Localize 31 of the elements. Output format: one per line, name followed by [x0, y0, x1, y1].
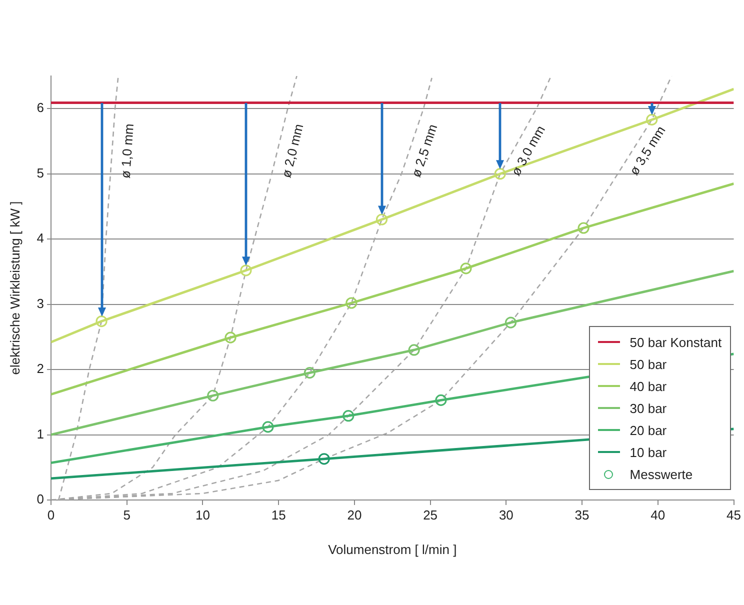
y-tick-label: 5	[36, 165, 44, 180]
y-axis-title: elektrische Wirkleistung [ kW ]	[7, 201, 22, 375]
y-tick-label: 1	[36, 426, 44, 442]
x-axis-title: Volumenstrom [ l/min ]	[328, 542, 457, 557]
legend-label: 50 bar	[630, 356, 667, 372]
y-tick-label: 3	[36, 296, 44, 311]
text: ø 2,5 mm	[408, 122, 440, 180]
y-tick-label: 2	[36, 361, 44, 376]
y-tick-label: 0	[36, 492, 44, 507]
text: ø 2,0 mm	[278, 122, 306, 180]
x-tick-label: 30	[498, 507, 514, 522]
x-tick-label: 15	[271, 507, 286, 522]
x-tick-label: 25	[423, 507, 438, 522]
legend-label: 20 bar	[630, 422, 667, 438]
y-tick-label: 6	[36, 100, 44, 116]
text: ø 1,0 mm	[118, 123, 137, 179]
x-tick-label: 45	[726, 507, 742, 522]
legend-label: 40 bar	[630, 378, 667, 394]
x-tick-label: 5	[123, 507, 130, 522]
y-tick-label: 4	[36, 230, 44, 246]
legend-label: 50 bar Konstant	[630, 334, 722, 350]
x-tick-label: 0	[47, 507, 55, 522]
x-tick-label: 20	[347, 507, 362, 522]
legend-label: 10 bar	[630, 444, 667, 460]
x-tick-label: 10	[195, 507, 210, 522]
x-tick-label: 35	[574, 507, 590, 522]
text: ø 3,5 mm	[626, 123, 668, 178]
legend-label: 30 bar	[630, 400, 667, 416]
text: ø 3,0 mm	[508, 122, 548, 178]
legend-label: Messwerte	[630, 466, 693, 482]
x-tick-label: 40	[650, 507, 666, 522]
